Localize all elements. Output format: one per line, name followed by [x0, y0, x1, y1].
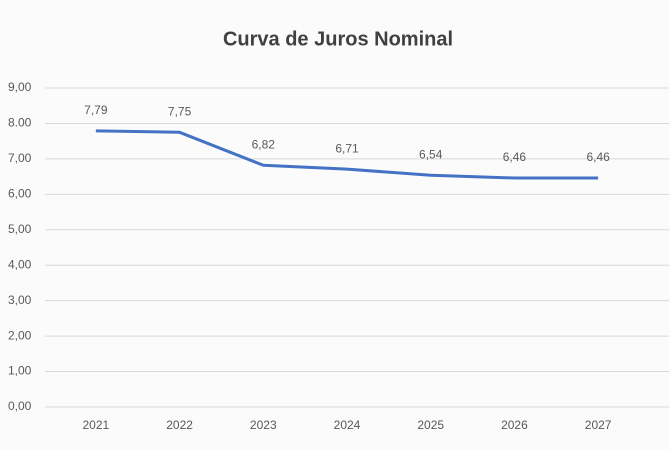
- y-tick-label: 7,00: [8, 151, 32, 165]
- background: [0, 0, 669, 450]
- x-tick-label: 2027: [585, 418, 612, 432]
- y-tick-label: 9,00: [8, 80, 32, 94]
- x-tick-label: 2023: [250, 418, 277, 432]
- y-tick-label: 4,00: [8, 257, 32, 271]
- data-label: 7,75: [168, 104, 192, 118]
- y-tick-label: 1,00: [8, 364, 32, 378]
- chart: Curva de Juros Nominal 0,00 1,00 2,00 3,00 4…: [0, 0, 669, 450]
- y-tick-label: 0,00: [8, 399, 32, 413]
- data-label: 6,46: [503, 150, 527, 164]
- x-tick-label: 2024: [334, 418, 361, 432]
- y-tick-label: 2,00: [8, 328, 32, 342]
- x-tick-label: 2025: [417, 418, 444, 432]
- data-label: 6,71: [335, 141, 359, 155]
- x-tick-label: 2021: [83, 418, 110, 432]
- y-tick-label: 3,00: [8, 293, 32, 307]
- x-tick-label: 2022: [166, 418, 193, 432]
- y-tick-label: 5,00: [8, 222, 32, 236]
- data-label: 6,82: [252, 137, 276, 151]
- y-tick-label: 6,00: [8, 187, 32, 201]
- data-label: 6,46: [586, 150, 610, 164]
- chart-title: Curva de Juros Nominal: [223, 28, 453, 50]
- data-label: 7,79: [84, 103, 108, 117]
- page: {"chart_data": {"type": "line", "title":…: [0, 0, 669, 450]
- x-tick-label: 2026: [501, 418, 528, 432]
- y-tick-label: 8.00: [8, 116, 32, 130]
- data-label: 6,54: [419, 147, 443, 161]
